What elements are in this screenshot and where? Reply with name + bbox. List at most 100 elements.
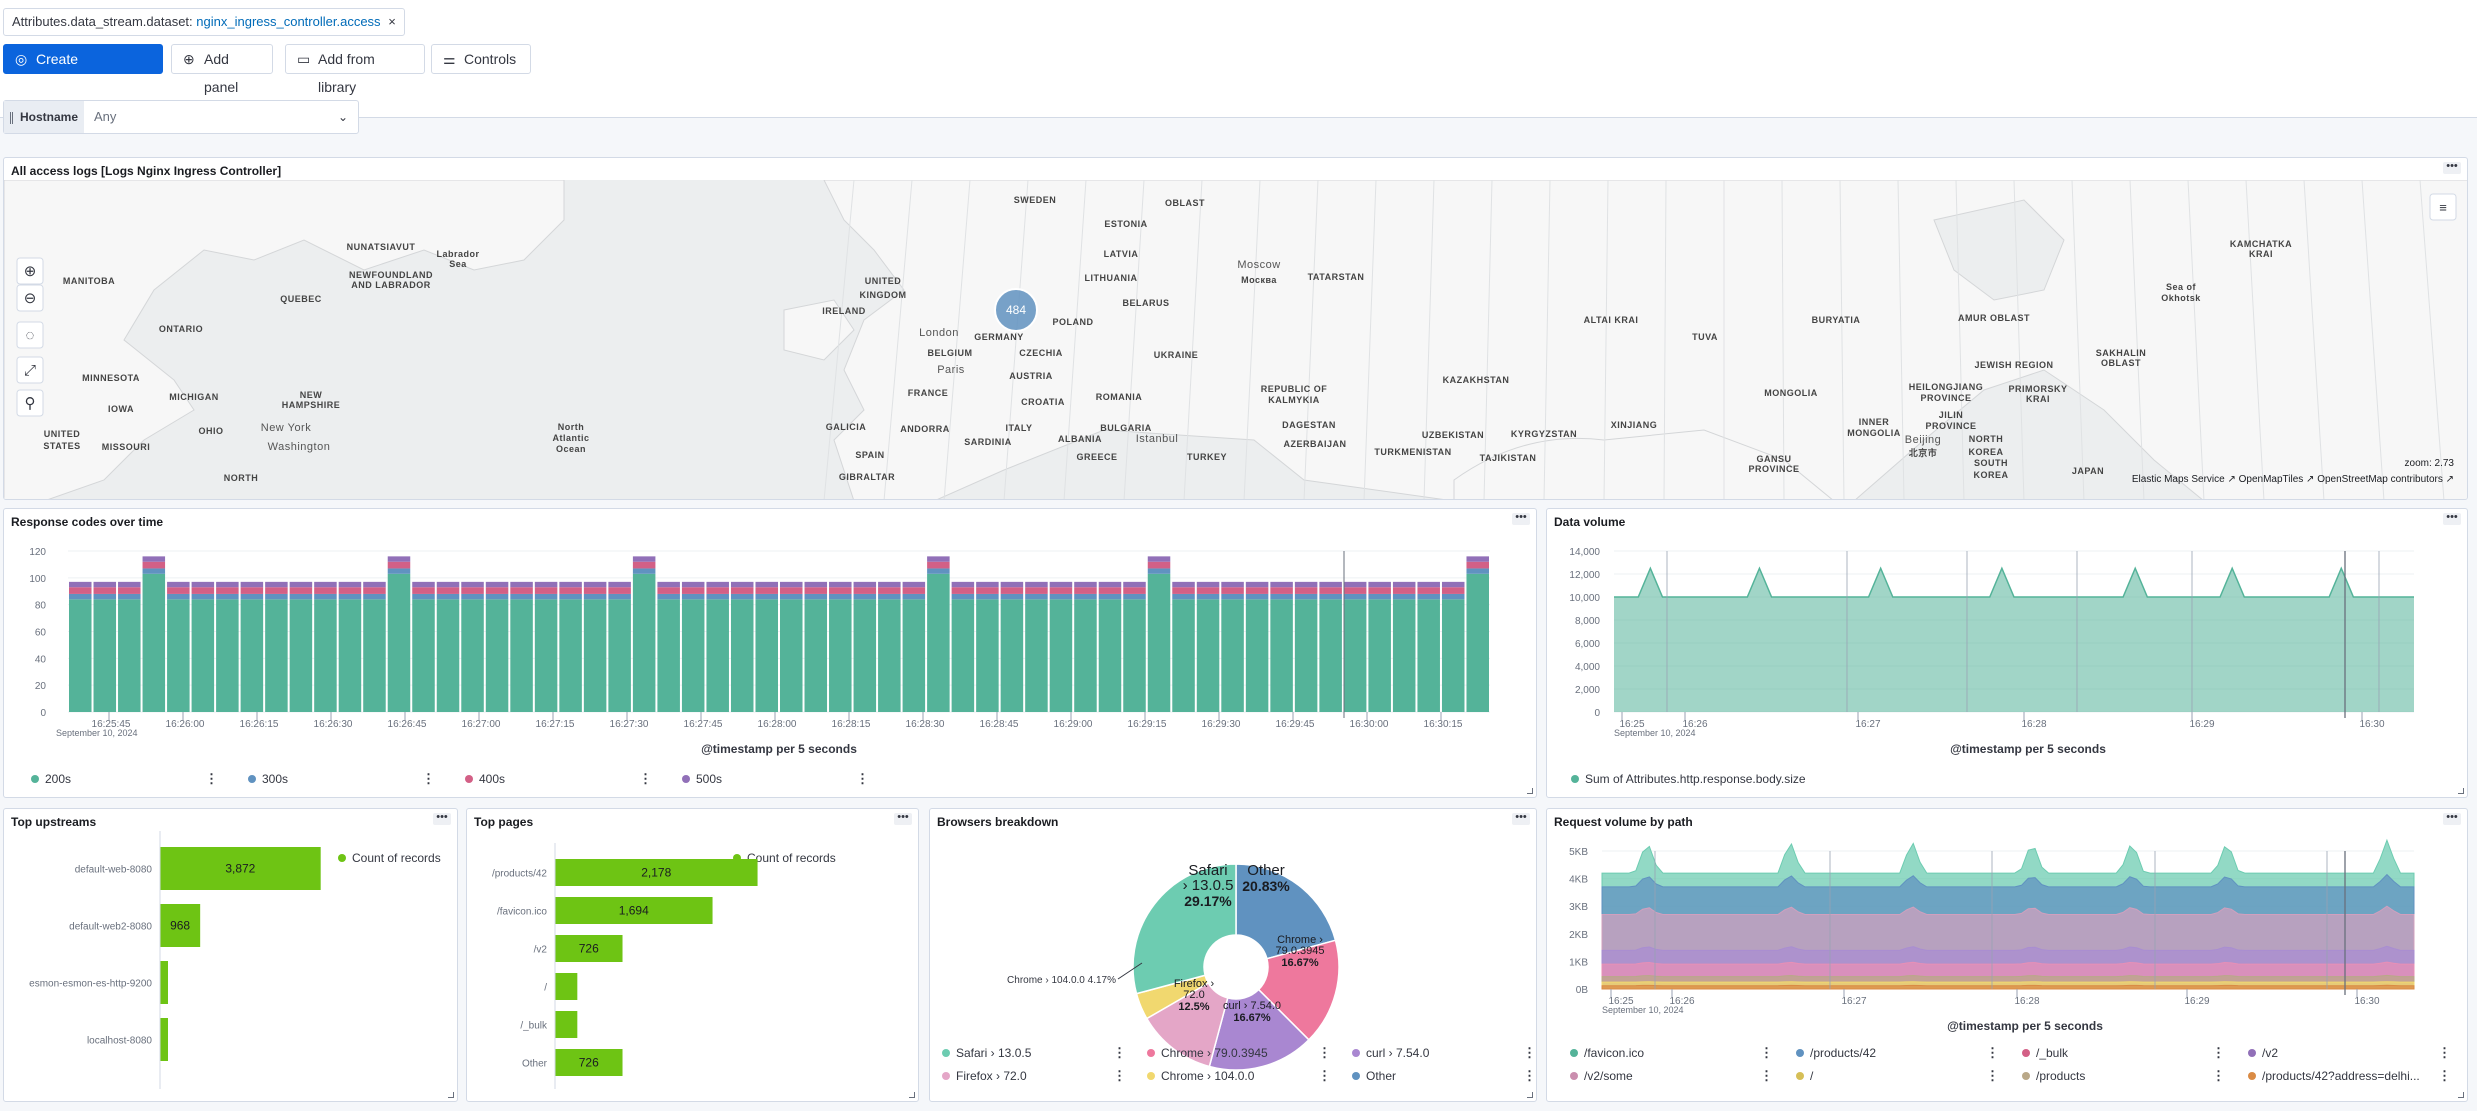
map-place-label: KAMCHATKA <box>2230 239 2292 249</box>
bar-400s <box>1392 587 1416 594</box>
bar-300s <box>927 568 950 574</box>
layer-control-icon[interactable] <box>2429 193 2457 221</box>
bar-400s <box>755 587 778 594</box>
legend-options-icon[interactable]: ⋮ <box>205 771 218 786</box>
panel-options-icon[interactable]: ••• <box>1512 812 1530 825</box>
y-tick-label: 2,000 <box>1575 685 1600 696</box>
map-place-label: QUEBEC <box>280 294 322 304</box>
legend-options-icon[interactable]: ⋮ <box>1523 1045 1536 1060</box>
bar-500s <box>69 581 92 588</box>
bar-200s <box>412 599 435 712</box>
legend-swatch <box>1796 1072 1804 1080</box>
resize-handle-icon[interactable] <box>1527 1092 1533 1098</box>
world-map[interactable]: SWEDEN ESTONIA OBLAST LATVIA LITHUANIA Moscow… <box>4 180 2468 500</box>
map-place-label: NEW <box>300 390 323 400</box>
bar-500s <box>1147 556 1171 562</box>
legend-options-icon[interactable]: ⋮ <box>1986 1045 1999 1060</box>
bar-200s <box>780 599 803 712</box>
panel-options-icon[interactable]: ••• <box>2443 161 2461 174</box>
legend-options-icon[interactable]: ⋮ <box>1986 1068 1999 1083</box>
bar-400s <box>780 587 803 594</box>
bar-200s <box>69 599 92 712</box>
map-place-label: SPAIN <box>855 450 884 460</box>
hostname-label: Hostname <box>4 101 84 133</box>
request-volume-panel: Request volume by path ••• 0B 1KB 2KB 3KB 4K… <box>1546 808 2468 1102</box>
x-tick-label: 16:25:45 <box>92 719 131 730</box>
tools-icon[interactable] <box>16 389 44 417</box>
map-grid-line <box>2303 180 2325 499</box>
legend-swatch <box>338 854 346 862</box>
bar-300s <box>608 593 631 600</box>
create-visualization-button[interactable]: ◎ Create visualization <box>3 44 163 95</box>
filter-pill[interactable]: Attributes.data_stream.dataset: nginx_in… <box>3 8 405 36</box>
x-tick-label: 16:30 <box>2354 996 2379 1007</box>
map-grid-line <box>1781 180 1785 499</box>
resize-handle-icon[interactable] <box>448 1092 454 1098</box>
hostname-control[interactable]: Hostname Any ⌄ <box>3 100 359 134</box>
chevron-down-icon[interactable]: ⌄ <box>337 110 348 124</box>
bar-500s <box>755 581 778 588</box>
resize-handle-icon[interactable] <box>2458 1092 2464 1098</box>
drag-handle-icon[interactable] <box>10 112 13 124</box>
map-grid-line <box>2245 180 2265 499</box>
bar-500s <box>93 581 117 588</box>
controls-button[interactable]: ⚌ Controls <box>431 44 531 74</box>
filter-remove-icon[interactable]: × <box>388 14 396 29</box>
add-panel-button[interactable]: ⊕ Add panel <box>171 44 273 95</box>
zoom-out-icon[interactable] <box>16 284 44 312</box>
map-place-label: ITALY <box>1005 423 1032 433</box>
bar-500s <box>1441 581 1465 588</box>
legend-options-icon[interactable]: ⋮ <box>639 771 652 786</box>
add-from-library-button[interactable]: ▭ Add from library <box>285 44 425 95</box>
bar-500s <box>1417 581 1440 588</box>
panel-options-icon[interactable]: ••• <box>433 812 451 825</box>
resize-handle-icon[interactable] <box>909 1092 915 1098</box>
map-attribution: Elastic Maps Service ↗ OpenMapTiles ↗ Op… <box>2132 474 2454 485</box>
legend-item: /_bulk <box>2036 1046 2069 1060</box>
legend-options-icon[interactable]: ⋮ <box>856 771 869 786</box>
panel-options-icon[interactable]: ••• <box>2443 512 2461 525</box>
legend-options-icon[interactable]: ⋮ <box>1523 1068 1536 1083</box>
legend-options-icon[interactable]: ⋮ <box>1760 1045 1773 1060</box>
add-from-library-label: Add from library <box>318 51 375 95</box>
bar-400s <box>730 587 754 594</box>
y-tick-label: 60 <box>35 628 47 639</box>
sea-of-okhotsk <box>1933 199 2065 301</box>
panel-options-icon[interactable]: ••• <box>894 812 912 825</box>
bar-200s <box>878 599 901 712</box>
map-place-label: UZBEKISTAN <box>1422 430 1484 440</box>
legend-options-icon[interactable]: ⋮ <box>1318 1045 1331 1060</box>
resize-handle-icon[interactable] <box>1527 788 1533 794</box>
legend-options-icon[interactable]: ⋮ <box>2212 1068 2225 1083</box>
legend-options-icon[interactable]: ⋮ <box>1760 1068 1773 1083</box>
map-place-label: GERMANY <box>974 332 1024 342</box>
response-codes-chart: 0 20 40 60 80 100 120 16:25:45 16:26:00 16:26:15 1… <box>29 547 1490 786</box>
legend-options-icon[interactable]: ⋮ <box>1318 1068 1331 1083</box>
map-grid-line <box>1183 180 1203 499</box>
legend-options-icon[interactable]: ⋮ <box>1113 1068 1126 1083</box>
map-place-label: NORTH <box>224 473 259 483</box>
map-place-label: UNITED <box>865 276 902 286</box>
panel-options-icon[interactable]: ••• <box>2443 812 2461 825</box>
panel-options-icon[interactable]: ••• <box>1512 512 1530 525</box>
fit-bounds-icon[interactable] <box>16 321 44 349</box>
legend-options-icon[interactable]: ⋮ <box>422 771 435 786</box>
bar-400s <box>1417 587 1440 594</box>
resize-handle-icon[interactable] <box>2458 788 2464 794</box>
legend-options-icon[interactable]: ⋮ <box>2438 1068 2451 1083</box>
legend-options-icon[interactable]: ⋮ <box>2212 1045 2225 1060</box>
legend-options-icon[interactable]: ⋮ <box>1113 1045 1126 1060</box>
x-tick-label: 16:29 <box>2189 719 2214 730</box>
bar-300s <box>1270 593 1293 600</box>
bar-300s <box>1441 593 1465 600</box>
legend-options-icon[interactable]: ⋮ <box>2438 1045 2451 1060</box>
map-grid-line <box>883 180 913 499</box>
y-tick-label: 20 <box>35 681 47 692</box>
legend-item: 500s <box>696 772 722 786</box>
draw-shape-icon[interactable] <box>16 356 44 384</box>
zoom-in-icon[interactable] <box>16 257 44 285</box>
bar-300s <box>853 593 877 600</box>
bar-200s <box>976 599 999 712</box>
map-place-label: UNITED <box>44 429 81 439</box>
map-place-label: ALBANIA <box>1058 434 1102 444</box>
